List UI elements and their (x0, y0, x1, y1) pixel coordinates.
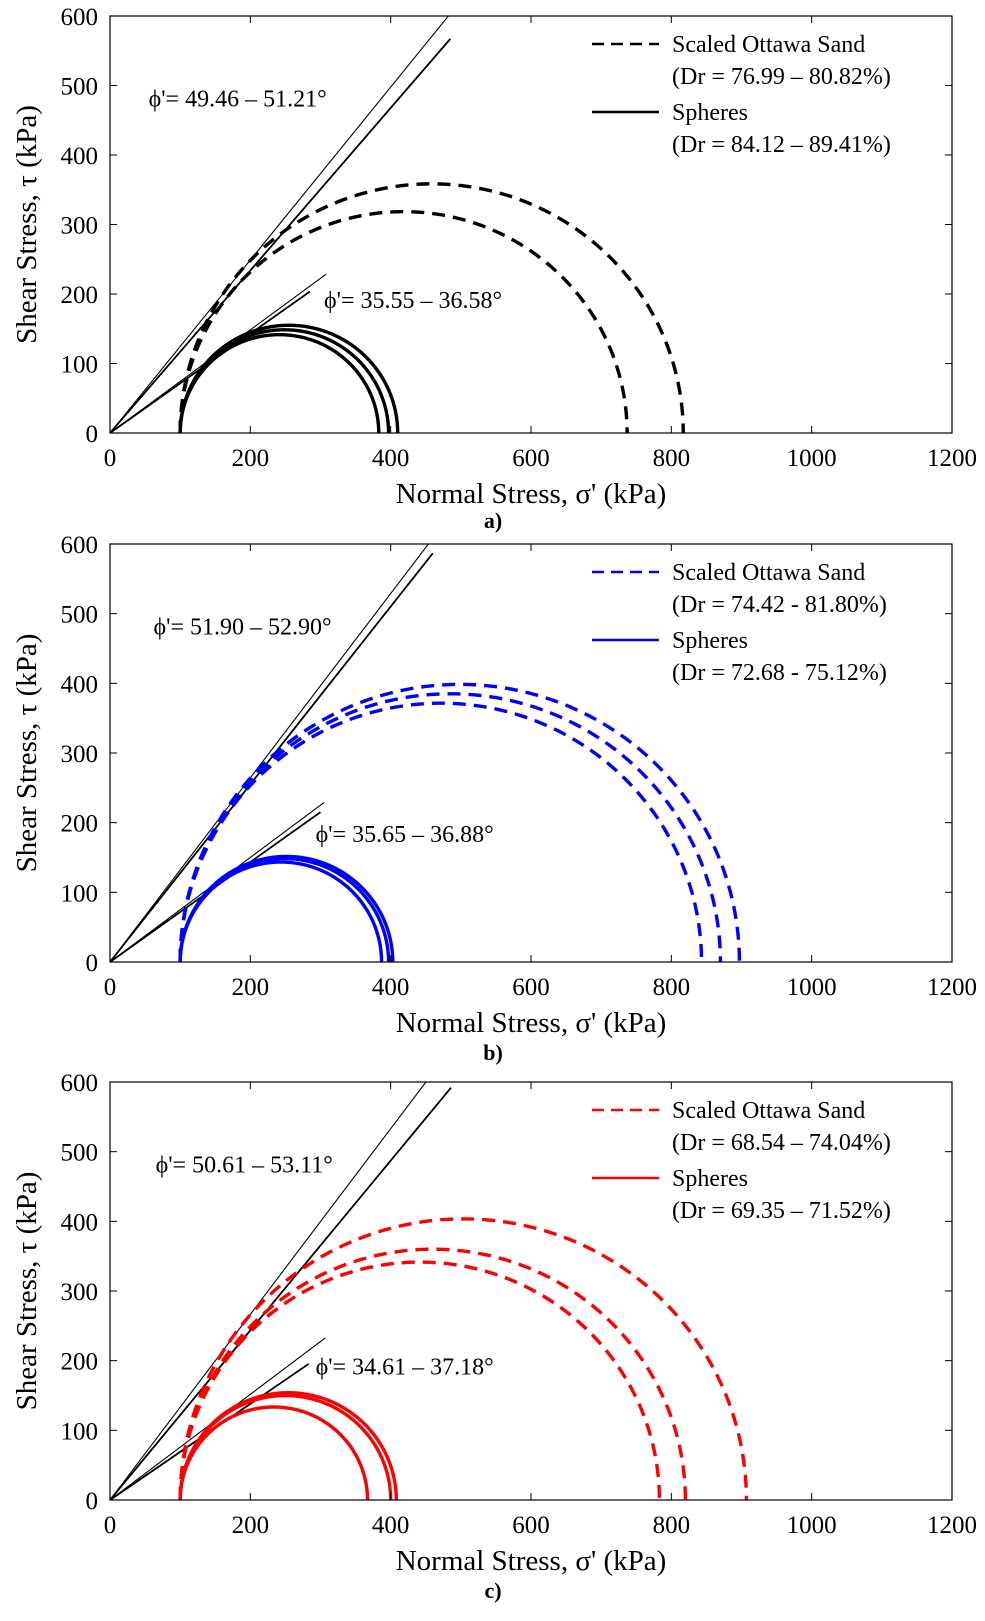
friction-angle-annotation: ϕ'= 49.46 – 51.21° (149, 86, 327, 112)
x-tick-label: 1200 (927, 445, 977, 472)
y-tick-label: 100 (61, 1418, 99, 1445)
y-axis-label: Shear Stress, τ (kPa) (11, 1172, 43, 1411)
mohr-circle-solid (178, 1393, 393, 1500)
y-tick-label: 300 (61, 1279, 99, 1306)
y-tick-label: 100 (61, 880, 99, 907)
mohr-circle-solid (178, 856, 391, 962)
legend-label: Scaled Ottawa Sand (672, 1098, 865, 1124)
y-tick-label: 600 (61, 1070, 99, 1097)
friction-angle-annotation: ϕ'= 35.65 – 36.88° (316, 822, 494, 848)
legend-label: Scaled Ottawa Sand (672, 560, 865, 586)
failure-envelope-line (110, 16, 449, 433)
mohr-circle-solid (178, 1405, 370, 1500)
x-tick-label: 0 (104, 445, 117, 472)
x-tick-label: 1000 (787, 1512, 837, 1539)
legend-sublabel: (Dr = 74.42 - 81.80%) (672, 592, 887, 618)
x-tick-label: 600 (512, 1512, 550, 1539)
friction-angle-annotation: ϕ'= 34.61 – 37.18° (316, 1355, 494, 1381)
legend-label: Spheres (672, 1166, 748, 1192)
friction-angle-annotation: ϕ'= 51.90 – 52.90° (154, 615, 332, 641)
x-tick-label: 1200 (927, 1512, 977, 1539)
friction-angle-annotation: ϕ'= 50.61 – 53.11° (156, 1153, 333, 1179)
x-axis-label: Normal Stress, σ' (kPa) (396, 478, 667, 510)
x-tick-label: 0 (104, 974, 117, 1001)
y-tick-label: 500 (61, 74, 99, 101)
legend-sublabel: (Dr = 72.68 - 75.12%) (672, 660, 887, 686)
data-layer (110, 1082, 749, 1500)
y-tick-label: 0 (86, 950, 99, 977)
x-tick-label: 400 (372, 445, 410, 472)
data-layer (110, 16, 685, 433)
legend-sublabel: (Dr = 84.12 – 89.41%) (672, 132, 891, 158)
x-tick-label: 800 (653, 1512, 691, 1539)
mohr-circle-solid (178, 328, 391, 433)
x-tick-label: 200 (232, 445, 270, 472)
x-tick-label: 600 (512, 974, 550, 1001)
failure-envelope-line (110, 1087, 452, 1500)
y-tick-label: 200 (61, 1349, 99, 1376)
failure-envelope-line (110, 544, 430, 962)
mohr-circle-dashed (178, 1247, 688, 1500)
x-tick-label: 400 (372, 974, 410, 1001)
mohr-circle-solid (178, 1391, 398, 1500)
legend-label: Spheres (672, 100, 748, 126)
mohr-circle-dashed (178, 182, 685, 433)
legend-label: Scaled Ottawa Sand (672, 32, 865, 58)
legend-label: Spheres (672, 628, 748, 654)
y-axis-label: Shear Stress, τ (kPa) (11, 105, 43, 344)
x-tick-label: 800 (653, 974, 691, 1001)
x-axis-label: Normal Stress, σ' (kPa) (396, 1007, 667, 1039)
y-tick-label: 300 (61, 741, 99, 768)
y-tick-label: 0 (86, 421, 99, 448)
legend-sublabel: (Dr = 68.54 – 74.04%) (672, 1130, 891, 1156)
panel-label: a) (484, 508, 502, 533)
y-tick-label: 100 (61, 352, 99, 379)
x-tick-label: 600 (512, 445, 550, 472)
failure-envelope-line (110, 552, 434, 962)
chart-panel-c: 0 200 400 600 800 1000 1200 0 100 200 300 400 500 600… (11, 1070, 977, 1603)
y-tick-label: 400 (61, 671, 99, 698)
x-tick-label: 1000 (787, 974, 837, 1001)
mohr-circle-solid (178, 323, 400, 433)
x-tick-label: 1200 (927, 974, 977, 1001)
failure-envelope-line (110, 38, 451, 433)
mohr-circle-solid (178, 332, 381, 433)
chart-panel-b: 0 200 400 600 800 1000 1200 0 100 200 300 400 500 600… (11, 532, 977, 1065)
x-tick-label: 400 (372, 1512, 410, 1539)
y-tick-label: 600 (61, 532, 99, 559)
y-tick-label: 300 (61, 213, 99, 240)
legend-sublabel: (Dr = 76.99 – 80.82%) (672, 64, 891, 90)
mohr-circle-solid (178, 854, 395, 962)
panel-label: c) (484, 1578, 501, 1603)
y-tick-label: 0 (86, 1488, 99, 1515)
y-tick-label: 600 (61, 4, 99, 31)
friction-angle-annotation: ϕ'= 35.55 – 36.58° (324, 288, 502, 314)
y-tick-label: 400 (61, 143, 99, 170)
x-tick-label: 200 (232, 974, 270, 1001)
mohr-circle-dashed (178, 1217, 749, 1500)
y-tick-label: 500 (61, 1140, 99, 1167)
panel-label: b) (483, 1040, 503, 1065)
x-tick-label: 1000 (787, 445, 837, 472)
x-tick-label: 0 (104, 1512, 117, 1539)
y-tick-label: 200 (61, 811, 99, 838)
x-tick-label: 200 (232, 1512, 270, 1539)
mohr-circle-dashed (178, 209, 629, 433)
y-tick-label: 500 (61, 602, 99, 629)
y-tick-label: 400 (61, 1209, 99, 1236)
chart-panel-a: 0 200 400 600 800 1000 1200 0 100 200 300 400 500 600… (11, 4, 977, 533)
x-tick-label: 800 (653, 445, 691, 472)
mohr-circle-dashed (178, 1260, 662, 1500)
legend-sublabel: (Dr = 69.35 – 71.52%) (672, 1198, 891, 1224)
mohr-circle-dashed (178, 692, 723, 962)
y-tick-label: 200 (61, 282, 99, 309)
y-axis-label: Shear Stress, τ (kPa) (11, 634, 43, 873)
failure-envelope-line (110, 1082, 427, 1500)
data-layer (110, 544, 742, 962)
x-axis-label: Normal Stress, σ' (kPa) (396, 1545, 667, 1577)
